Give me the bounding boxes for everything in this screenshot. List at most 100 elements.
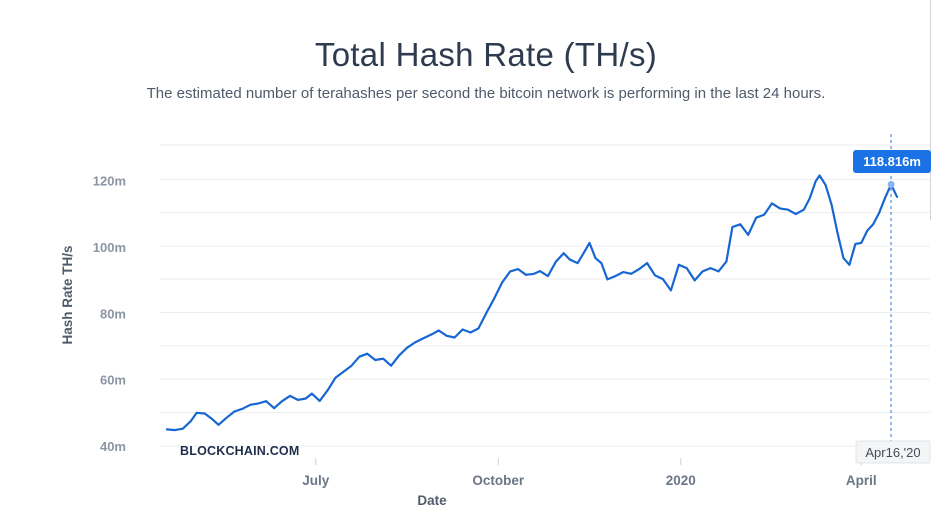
x-tick-label: July (302, 473, 330, 488)
chart-subtitle: The estimated number of terahashes per s… (146, 85, 826, 102)
x-axis-label: Date (417, 493, 447, 506)
data-point (739, 223, 742, 226)
data-point (878, 211, 881, 214)
data-point (725, 260, 728, 263)
data-point (318, 400, 321, 402)
data-point (866, 229, 869, 232)
tooltip-date: Apr16,'20 (855, 440, 931, 464)
data-point (755, 216, 758, 219)
data-point (469, 331, 472, 334)
data-point (225, 416, 228, 419)
data-point (304, 397, 307, 400)
data-point (509, 270, 512, 273)
data-point (217, 423, 220, 426)
tooltip-date-text: Apr16,'20 (865, 445, 920, 460)
data-point (854, 243, 857, 245)
data-point (350, 364, 353, 367)
x-tick-label: April (846, 473, 877, 488)
data-point (342, 370, 345, 373)
data-point (872, 223, 875, 226)
data-point (493, 297, 496, 300)
y-tick-label: 100m (93, 240, 126, 255)
data-point (677, 263, 680, 266)
panel-edge-divider (930, 0, 931, 220)
data-point (709, 267, 712, 269)
data-point (241, 407, 244, 410)
data-point (594, 257, 597, 260)
data-point (685, 267, 688, 269)
data-point (731, 226, 734, 228)
data-point (614, 275, 617, 277)
data-point (654, 274, 656, 277)
data-point (582, 252, 585, 255)
data-point (814, 180, 817, 183)
chart-title: Total Hash Rate (TH/s) (314, 36, 658, 73)
data-point (622, 271, 625, 273)
data-point (860, 242, 863, 244)
data-point (390, 364, 392, 367)
data-point (717, 270, 720, 273)
data-point (630, 272, 633, 275)
data-point (257, 402, 260, 405)
data-point (249, 403, 252, 406)
y-axis-label: Hash Rate TH/s (60, 245, 75, 344)
y-tick-label: 40m (100, 439, 126, 454)
data-point (701, 270, 704, 273)
y-tick-label: 60m (100, 373, 126, 388)
data-point (334, 376, 337, 379)
data-point (374, 359, 377, 361)
hover-marker (887, 180, 895, 188)
data-point (485, 312, 488, 314)
data-point (211, 418, 214, 421)
data-point (547, 275, 549, 277)
data-point (779, 207, 781, 210)
data-point (896, 195, 898, 198)
data-point (382, 357, 385, 360)
data-point (273, 407, 275, 410)
data-point (568, 258, 571, 261)
grid-lines (160, 144, 930, 447)
data-point (818, 174, 821, 177)
data-point (414, 341, 416, 344)
data-point (848, 263, 851, 266)
y-axis-ticks: 40m 60m 80m 100m 120m (93, 174, 126, 455)
data-point (297, 399, 299, 401)
data-point (453, 336, 456, 339)
data-point (588, 242, 591, 244)
data-point (358, 355, 361, 358)
y-tick-label: 120m (93, 174, 126, 189)
y-tick-label: 80m (100, 306, 126, 321)
data-point (771, 202, 773, 205)
data-point (181, 427, 184, 430)
data-point (281, 400, 283, 403)
data-point (326, 389, 329, 392)
data-point (366, 352, 369, 355)
data-point (533, 272, 535, 275)
data-point (576, 262, 579, 264)
data-point (477, 327, 480, 330)
data-point (525, 273, 527, 276)
data-point (445, 334, 448, 337)
series-line (165, 174, 899, 432)
data-point (763, 213, 765, 216)
data-point (166, 428, 168, 431)
data-point (289, 395, 291, 397)
data-point (422, 337, 424, 340)
data-point (562, 252, 565, 255)
data-point (501, 281, 504, 284)
data-point (233, 410, 236, 413)
data-point (824, 184, 827, 187)
data-point (429, 333, 432, 336)
data-point (638, 268, 640, 270)
data-point (461, 328, 464, 331)
tooltip-value: 118.816m (853, 150, 931, 173)
data-point (554, 260, 557, 263)
data-point (600, 262, 603, 264)
data-point (398, 354, 400, 357)
data-point (189, 420, 192, 422)
data-point (174, 429, 176, 431)
data-point (670, 289, 672, 292)
data-point (203, 412, 206, 415)
data-point (787, 208, 789, 211)
